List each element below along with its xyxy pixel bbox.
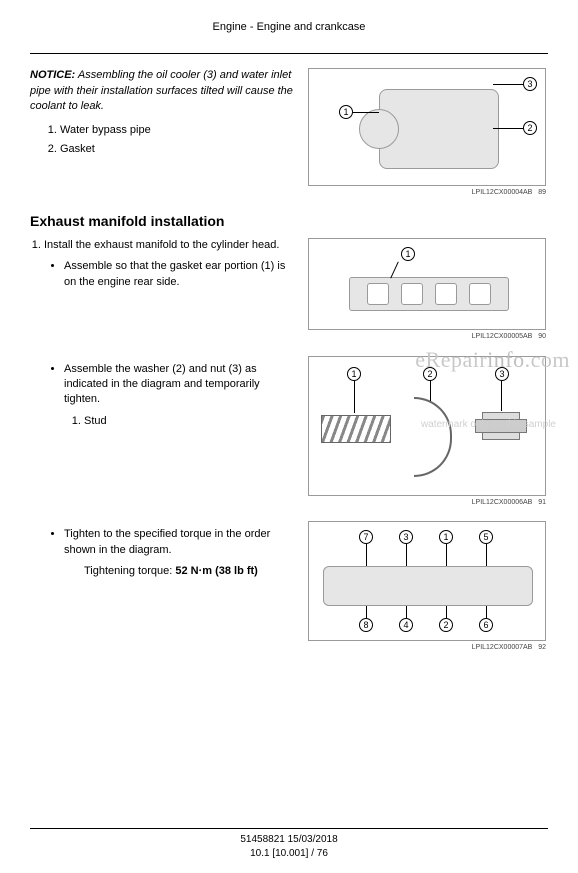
page-header: Engine - Engine and crankcase [30, 20, 548, 35]
torque-label: Tightening torque: [84, 565, 175, 577]
step1-li: Install the exhaust manifold to the cyli… [44, 238, 294, 290]
footer-line1: 51458821 15/03/2018 [30, 833, 548, 847]
footer-line2: 10.1 [10.001] / 76 [30, 847, 548, 861]
notice-list: Water bypass pipe Gasket [60, 123, 294, 158]
figure-1-caption: LPIL12CX00004AB 89 [308, 188, 548, 198]
footer-rule [30, 828, 548, 829]
step1-bullets: Assemble so that the gasket ear portion … [64, 259, 294, 290]
figure-3-col: 1 2 3 LPIL12CX00006AB 91 [308, 356, 548, 508]
figure-4: 7 3 1 5 8 4 2 6 [308, 521, 546, 641]
notice-item-1: Water bypass pipe [60, 123, 294, 138]
fig1-callout-3: 3 [523, 77, 537, 91]
fig4-c2: 2 [439, 618, 453, 632]
fig1-callout-2: 2 [523, 121, 537, 135]
step1-bullet-1: Assemble so that the gasket ear portion … [64, 259, 294, 290]
fig3-callout-2: 2 [423, 367, 437, 381]
step1-ol: Install the exhaust manifold to the cyli… [44, 238, 294, 290]
row-step2: Assemble the washer (2) and nut (3) as i… [30, 356, 548, 508]
fig1-callout-1: 1 [339, 105, 353, 119]
notice-label: NOTICE: [30, 69, 75, 81]
fig4-c1: 1 [439, 530, 453, 544]
fig4-c3: 3 [399, 530, 413, 544]
figure-1-col: 1 2 3 LPIL12CX00004AB 89 [308, 68, 548, 198]
torque-value: 52 N·m (38 lb ft) [175, 565, 258, 577]
fig2-callout-1: 1 [401, 247, 415, 261]
header-title: Engine - Engine and crankcase [213, 21, 366, 33]
manual-page: Engine - Engine and crankcase NOTICE: As… [0, 0, 578, 873]
figure-4-caption: LPIL12CX00007AB 92 [308, 643, 548, 653]
fig3-callout-1: 1 [347, 367, 361, 381]
notice-item-2: Gasket [60, 142, 294, 157]
torque-line: Tightening torque: 52 N·m (38 lb ft) [84, 564, 294, 579]
step2-bullet: Assemble the washer (2) and nut (3) as i… [64, 362, 294, 430]
figure-2-caption: LPIL12CX00005AB 90 [308, 332, 548, 342]
figure-4-col: 7 3 1 5 8 4 2 6 LPIL12CX00007AB 92 [308, 521, 548, 653]
fig4-c4: 4 [399, 618, 413, 632]
figure-3: 1 2 3 [308, 356, 546, 496]
row-step3: Tighten to the specified torque in the o… [30, 521, 548, 653]
step2-subol: Stud [84, 414, 294, 429]
step3-bullet: Tighten to the specified torque in the o… [64, 527, 294, 579]
fig4-c5: 5 [479, 530, 493, 544]
fig4-c6: 6 [479, 618, 493, 632]
figure-1: 1 2 3 [308, 68, 546, 186]
page-footer: 51458821 15/03/2018 10.1 [10.001] / 76 [30, 828, 548, 861]
fig4-c8: 8 [359, 618, 373, 632]
step2-bullets: Assemble the washer (2) and nut (3) as i… [64, 362, 294, 430]
figure-3-caption: LPIL12CX00006AB 91 [308, 498, 548, 508]
step3-bullets: Tighten to the specified torque in the o… [64, 527, 294, 579]
row-notice: NOTICE: Assembling the oil cooler (3) an… [30, 68, 548, 198]
notice-block: NOTICE: Assembling the oil cooler (3) an… [30, 68, 294, 198]
fig4-c7: 7 [359, 530, 373, 544]
fig3-callout-3: 3 [495, 367, 509, 381]
step3-text: Tighten to the specified torque in the o… [30, 521, 294, 653]
step2-text: Assemble the washer (2) and nut (3) as i… [30, 356, 294, 508]
step2-sub-1: Stud [84, 414, 294, 429]
figure-2-col: 1 LPIL12CX00005AB 90 [308, 238, 548, 342]
step1-text: Install the exhaust manifold to the cyli… [30, 238, 294, 342]
exhaust-heading: Exhaust manifold installation [30, 212, 548, 232]
notice-para: NOTICE: Assembling the oil cooler (3) an… [30, 68, 294, 114]
figure-2: 1 [308, 238, 546, 330]
header-rule [30, 53, 548, 54]
row-step1: Install the exhaust manifold to the cyli… [30, 238, 548, 342]
